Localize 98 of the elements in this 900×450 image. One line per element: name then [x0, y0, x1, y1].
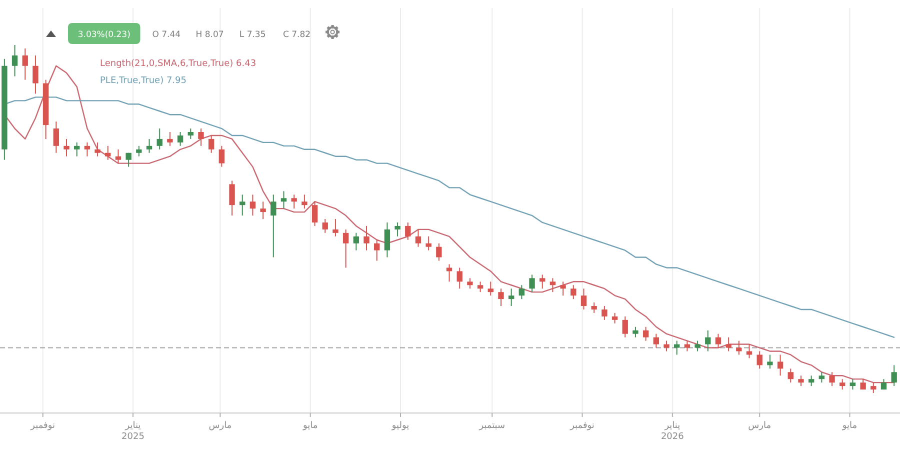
candlestick: [715, 333, 722, 348]
candlestick: [94, 142, 100, 157]
candlestick: [560, 281, 566, 296]
candlestick: [632, 326, 638, 338]
candlestick: [446, 264, 452, 282]
candlestick: [746, 344, 752, 359]
candlestick: [394, 222, 400, 237]
candlestick: [364, 225, 370, 251]
candlestick: [342, 228, 349, 268]
candlestick: [126, 152, 132, 168]
text: 3.03%(0.23): [78, 30, 130, 40]
x-tick-label: يوليو: [390, 421, 410, 431]
x-tick-label: مايو: [841, 421, 858, 431]
candlestick: [756, 350, 762, 370]
candlestick: [498, 288, 504, 306]
candlestick: [467, 278, 473, 290]
candlestick: [540, 274, 546, 290]
candlestick: [798, 375, 804, 387]
candlestick: [674, 340, 680, 356]
candlestick: [694, 340, 700, 352]
candlestick: [188, 128, 194, 140]
candlestick: [736, 340, 742, 356]
candlestick: [850, 378, 856, 390]
candlestick: [374, 239, 380, 262]
candlestick: [612, 312, 618, 324]
x-tick-label: سبتمبر: [478, 421, 506, 431]
candlestick: [115, 148, 122, 164]
candlestick: [198, 128, 204, 146]
candlestick: [156, 128, 162, 150]
candlestick: [322, 218, 328, 234]
candlestick: [177, 132, 184, 146]
candlestick: [456, 267, 462, 290]
series-label: PLE,True,True) 7.95: [100, 76, 186, 86]
x-tick-label: مارس: [748, 421, 772, 431]
candlestick: [405, 222, 411, 240]
candlestick: [22, 48, 28, 80]
candlestick: [415, 228, 422, 248]
text: Length(21,0,SMA,6,True,True) 6.43: [100, 59, 256, 69]
candlestick: [622, 316, 628, 338]
candlestick: [818, 372, 825, 384]
candlestick: [529, 274, 535, 293]
candlestick: [426, 236, 432, 251]
candlestick: [32, 54, 38, 94]
candlestick: [777, 354, 784, 376]
candlestick: [726, 336, 732, 352]
candlestick: [208, 134, 214, 154]
candlestick: [332, 218, 338, 237]
candlestick: [684, 340, 690, 352]
candlestick: [550, 278, 556, 293]
candlestick: [167, 132, 173, 146]
candlestick: [136, 145, 142, 157]
candlestick: [260, 201, 266, 220]
candlestick: [808, 375, 814, 387]
text: H 8.07: [196, 30, 224, 40]
candlestick: [870, 382, 876, 394]
candlestick: [250, 194, 256, 216]
candlestick: [642, 326, 649, 342]
candlestick: [570, 284, 576, 300]
candlestick: [312, 201, 318, 226]
candlestick: [580, 288, 587, 310]
candlestick: [384, 222, 390, 258]
candlestick: [146, 138, 152, 154]
text: O 7.44: [152, 30, 181, 40]
candlestick: [664, 340, 670, 352]
candlestick: [302, 194, 308, 210]
candlestick: [767, 354, 773, 370]
x-tick-label: نوفمبر: [569, 421, 594, 431]
x-tick-label: نوفمبر: [30, 421, 56, 431]
candlestick: [218, 145, 225, 168]
candlestick: [602, 306, 608, 320]
candlestick: [705, 330, 711, 352]
candlestick: [508, 288, 514, 306]
candlestick: [280, 190, 287, 210]
x-tick-label: مايو: [302, 421, 318, 431]
x-tick-label: مارس: [208, 421, 232, 431]
candlestick: [477, 281, 484, 293]
candlestick: [53, 121, 59, 154]
text: L 7.35: [239, 30, 266, 40]
candlestick: [788, 368, 794, 384]
candlestick: [353, 232, 360, 251]
candlestick: [240, 194, 246, 216]
candlestick: [653, 333, 660, 348]
candlestick: [270, 194, 276, 258]
candlestick: [229, 180, 235, 216]
text: C 7.82: [282, 30, 311, 40]
candlestick: [591, 302, 597, 314]
candlestick: [488, 281, 494, 296]
candlestick: [105, 145, 111, 160]
candlestick: [84, 142, 90, 157]
candlestick: [74, 142, 80, 157]
candlestick: [891, 364, 897, 387]
candlestick: [829, 372, 835, 387]
candlestick: [64, 138, 70, 157]
candlestick: [291, 194, 297, 210]
candlestick: [436, 242, 442, 262]
candlestick: [840, 378, 846, 390]
candlestick: [518, 284, 525, 300]
candlestick: [12, 44, 18, 77]
